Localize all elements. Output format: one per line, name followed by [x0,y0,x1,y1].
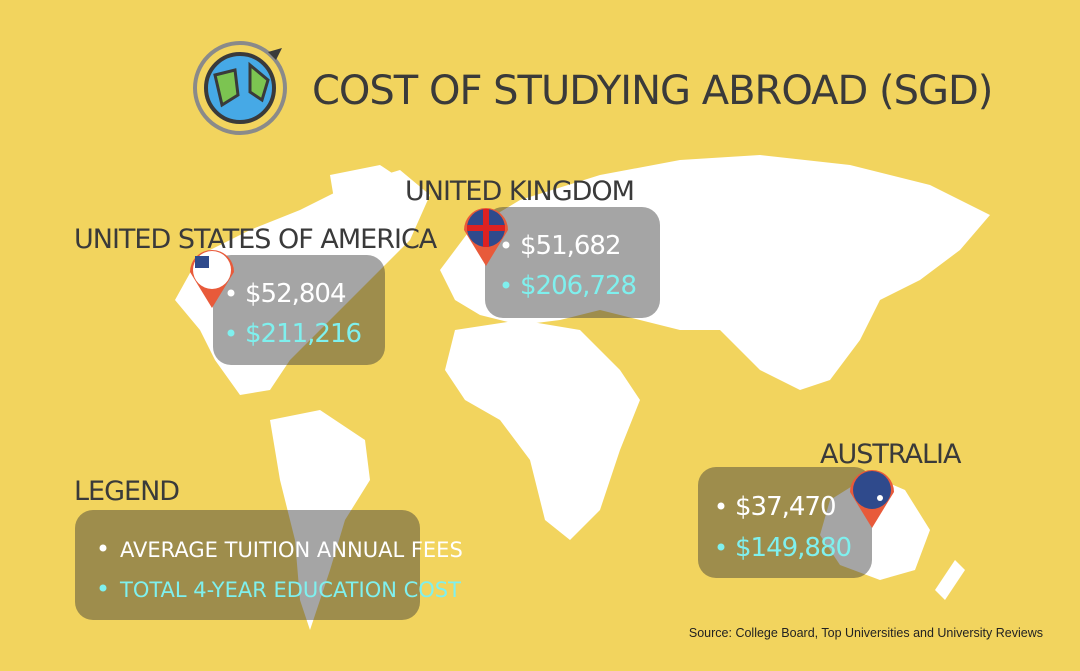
flag-pin [464,208,508,266]
bullet [502,281,510,289]
greenland [330,165,410,230]
bullet [227,289,235,297]
source: Source: College Board, Top Universities … [689,626,1043,640]
region-name: AUSTRALIA [820,439,962,470]
title: COST OF STUDYING ABROAD (SGD) [312,68,992,114]
total-cost: $149,880 [735,533,851,563]
legend-bullet [99,544,107,552]
africa [445,320,640,540]
flag-pin [190,250,234,308]
bullet [227,329,235,337]
bullet [717,543,725,551]
region-name: UNITED KINGDOM [405,176,634,207]
south-america [270,410,370,630]
bullet [502,241,510,249]
legend-item: AVERAGE TUITION ANNUAL FEES [120,538,463,562]
flag-pin [850,470,894,528]
north-america [175,170,430,395]
total-cost: $206,728 [520,271,636,301]
annual-fee: $37,470 [735,492,836,522]
europe-asia [440,155,990,390]
legend-title: LEGEND [74,476,179,507]
bullet [717,502,725,510]
region-box [213,255,385,365]
legend-item: TOTAL 4-YEAR EDUCATION COST [119,578,461,602]
globe-icon [193,41,287,135]
total-cost: $211,216 [245,319,361,349]
region-name: UNITED STATES OF AMERICA [74,224,438,255]
legend-bullet [99,584,107,592]
world-map [175,155,990,630]
annual-fee: $52,804 [245,279,346,309]
legend-box [75,510,420,620]
region-box [485,207,660,318]
australia-land [820,475,930,580]
annual-fee: $51,682 [520,231,621,261]
new-zealand [935,560,965,600]
region-box [698,467,872,578]
